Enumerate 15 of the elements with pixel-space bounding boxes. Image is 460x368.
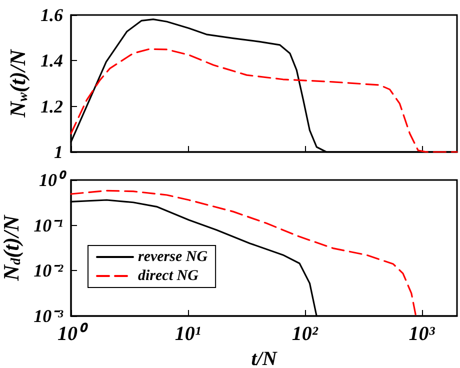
- y-tick-label: 1.4: [40, 50, 63, 71]
- x-tick-label: 10³: [408, 323, 436, 345]
- y-tick-label: 1.2: [40, 96, 63, 116]
- y-tick-label: 10⁻²: [34, 260, 64, 281]
- y-tick-label: 1: [54, 142, 63, 162]
- legend-label: direct NG: [138, 268, 199, 284]
- y-axis-title: Nd(t)/N: [0, 214, 24, 282]
- x-tick-label: 10¹: [174, 323, 201, 345]
- y-tick-label: 10⁻¹: [34, 215, 63, 236]
- x-tick-label: 10²: [292, 323, 319, 345]
- x-axis-title: t/N: [251, 348, 278, 368]
- y-tick-label: 1.6: [40, 5, 63, 25]
- y-axis-title: Nw(t)/N: [5, 48, 30, 118]
- y-tick-label: 10⁰: [39, 170, 67, 190]
- legend-label: reverse NG: [138, 249, 208, 265]
